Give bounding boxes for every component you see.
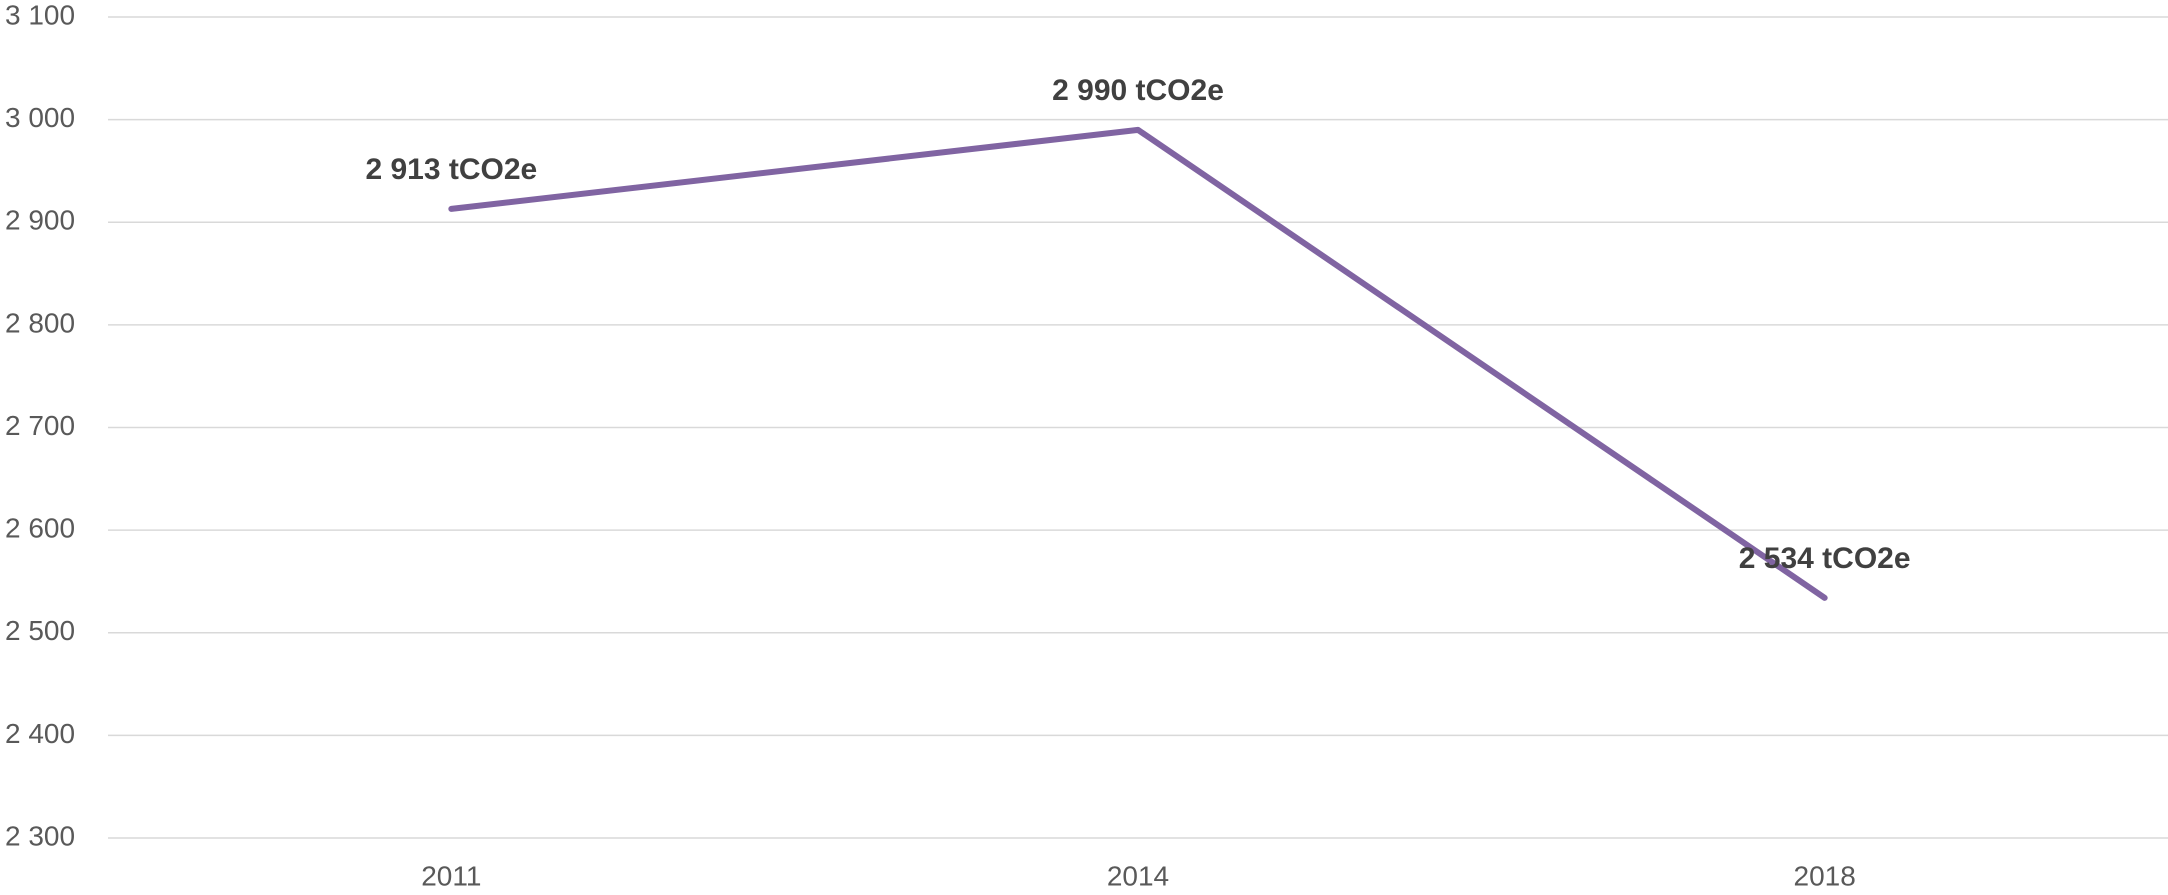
y-tick-label: 3 100 [5,0,75,30]
y-tick-label: 2 600 [5,513,75,544]
data-label: 2 534 tCO2e [1739,542,1911,575]
x-tick-label: 2011 [421,860,481,891]
y-tick-label: 3 000 [5,102,75,133]
y-tick-label: 2 300 [5,820,75,851]
y-tick-label: 2 700 [5,410,75,441]
data-line [448,126,1828,601]
y-tick-label: 2 400 [5,718,75,749]
x-tick-label: 2014 [1107,860,1169,891]
y-tick-label: 2 500 [5,615,75,646]
data-label: 2 990 tCO2e [1052,74,1224,107]
data-label: 2 913 tCO2e [365,153,537,186]
y-tick-label: 2 800 [5,307,75,338]
x-tick-label: 2018 [1794,860,1856,891]
y-tick-label: 2 900 [5,205,75,236]
